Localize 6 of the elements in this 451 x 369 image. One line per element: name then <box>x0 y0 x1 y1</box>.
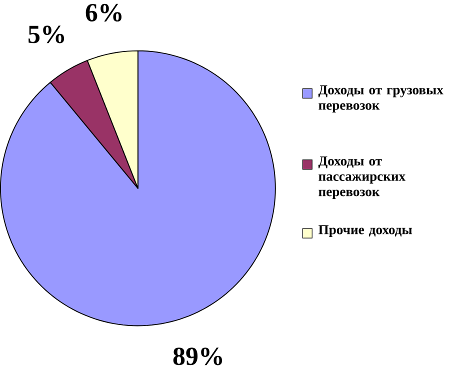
data-label: 89% <box>173 348 222 366</box>
data-label: 6% <box>86 4 122 22</box>
data-label: 5% <box>28 26 64 44</box>
legend-label: Прочие доходы <box>318 225 412 237</box>
legend-label: Доходы от грузовых перевозок <box>318 85 444 112</box>
legend-label: Доходы от пассажирских перевозок <box>318 156 406 199</box>
